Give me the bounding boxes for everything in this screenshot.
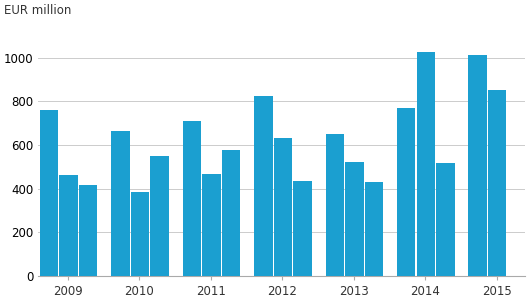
Text: EUR million: EUR million — [4, 4, 71, 17]
Bar — [59, 175, 78, 276]
Bar — [183, 121, 201, 276]
Bar — [79, 185, 97, 276]
Bar — [468, 55, 487, 276]
Bar — [131, 192, 149, 276]
Bar — [364, 182, 383, 276]
Bar — [293, 181, 312, 276]
Bar — [40, 110, 58, 276]
Bar — [436, 163, 454, 276]
Bar — [397, 108, 415, 276]
Bar — [345, 162, 363, 276]
Bar — [202, 174, 221, 276]
Bar — [273, 138, 292, 276]
Bar — [488, 90, 506, 276]
Bar — [222, 150, 240, 276]
Bar — [325, 134, 344, 276]
Bar — [416, 52, 435, 276]
Bar — [111, 131, 130, 276]
Bar — [150, 156, 169, 276]
Bar — [254, 96, 272, 276]
